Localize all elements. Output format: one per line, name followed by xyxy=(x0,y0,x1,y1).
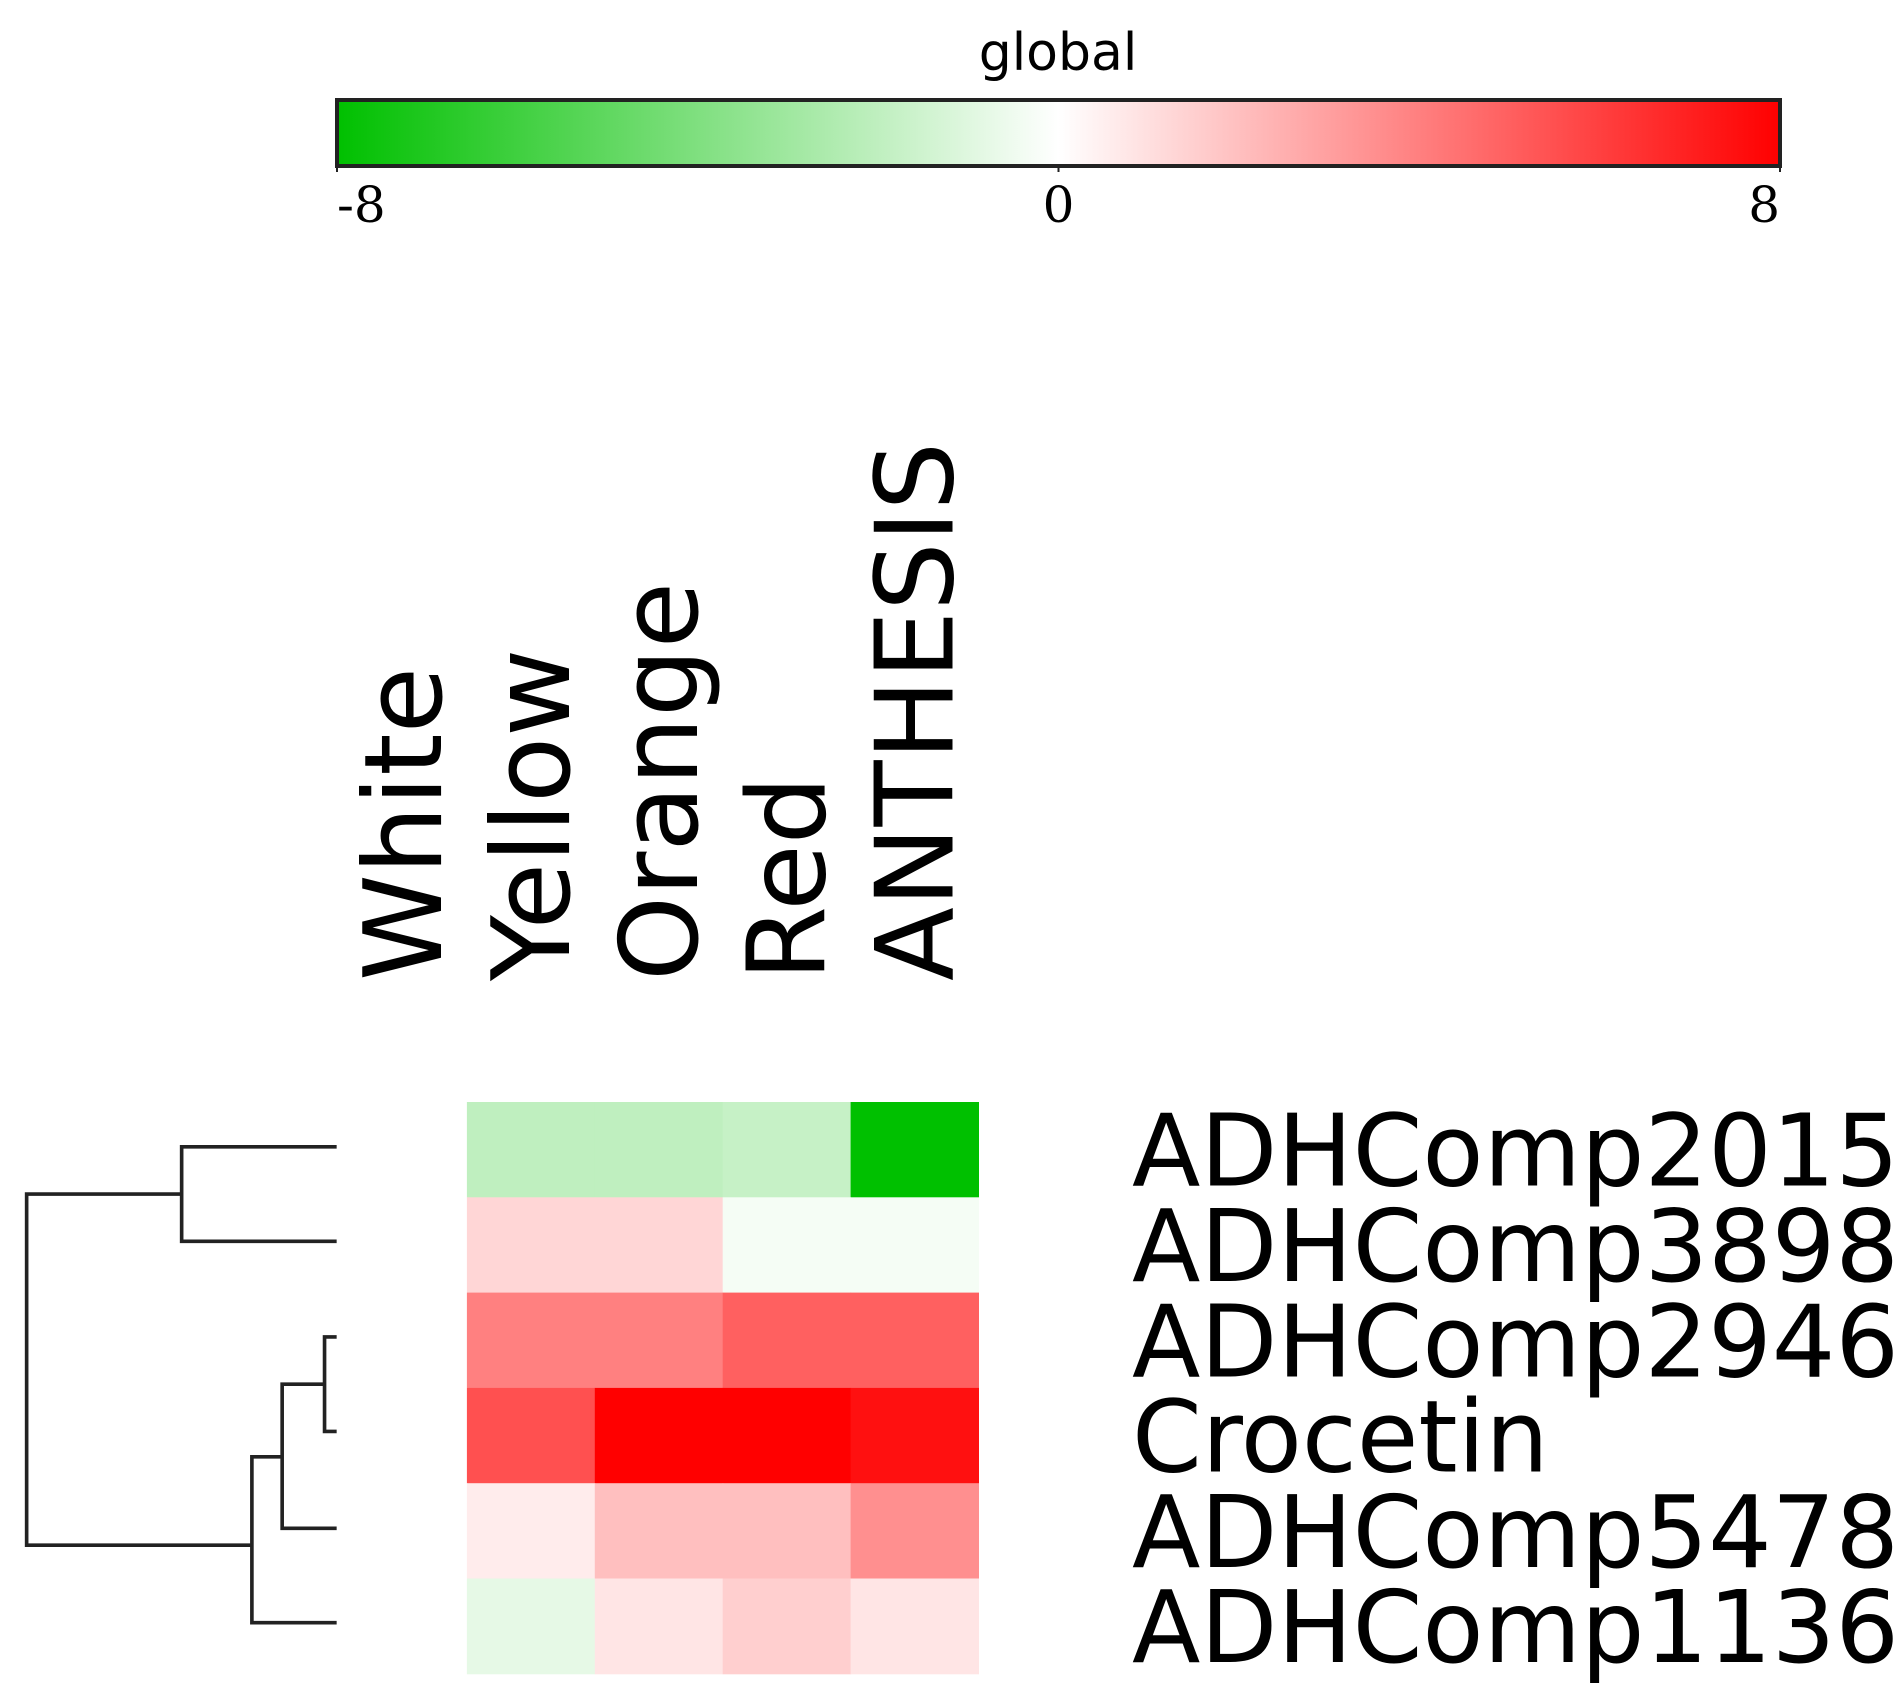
heatmap-cell xyxy=(594,1292,724,1389)
heatmap-cell xyxy=(339,1197,468,1294)
heatmap-cell xyxy=(466,1292,596,1389)
colorbar-tick-label: -8 xyxy=(337,176,386,234)
row-label: Crocetin xyxy=(1132,1379,1549,1496)
heatmap-cell xyxy=(850,1292,979,1389)
heatmap-cell xyxy=(722,1292,852,1389)
heatmap-cell xyxy=(466,1483,596,1579)
heatmap-cell xyxy=(850,1102,979,1198)
heatmap-cell xyxy=(722,1483,852,1579)
column-label: Orange xyxy=(598,582,723,981)
column-label: ANTHESIS xyxy=(854,442,979,981)
dendrogram-branches xyxy=(24,1145,337,1625)
heatmap-cell xyxy=(594,1483,724,1579)
heatmap-cell xyxy=(339,1102,468,1198)
colorbar xyxy=(335,98,1782,168)
heatmap-cell xyxy=(850,1483,979,1579)
heatmap-cell xyxy=(722,1102,852,1198)
row-label: ADHComp20158 xyxy=(1132,1093,1899,1210)
heatmap-cell xyxy=(466,1578,596,1675)
heatmap-cell xyxy=(339,1578,468,1675)
heatmap-cell xyxy=(339,1483,468,1579)
colorbar-tick-label: 8 xyxy=(1748,176,1780,234)
row-label: ADHComp2946 xyxy=(1132,1283,1899,1400)
heatmap-cell xyxy=(722,1387,852,1484)
heatmap-cell xyxy=(594,1197,724,1294)
heatmap-cell xyxy=(466,1102,596,1198)
heatmap-cell xyxy=(466,1387,596,1484)
heatmap-cell xyxy=(850,1578,979,1675)
heatmap-cell xyxy=(339,1387,468,1484)
colorbar-tick-label: 0 xyxy=(1043,176,1075,234)
column-label: White xyxy=(342,667,467,981)
dendrogram xyxy=(24,1145,337,1625)
column-label: Red xyxy=(726,776,851,981)
heatmap-cell xyxy=(722,1578,852,1675)
heatmap-cell xyxy=(722,1197,852,1294)
heatmap-cell xyxy=(339,1292,468,1389)
row-label: ADHComp3898 xyxy=(1132,1188,1899,1305)
row-label: ADHComp11367 xyxy=(1132,1569,1899,1686)
heatmap-cell xyxy=(466,1197,596,1294)
heatmap-cell xyxy=(594,1102,724,1198)
heatmap-cell xyxy=(850,1387,979,1484)
heatmap-cell xyxy=(594,1578,724,1675)
colorbar-title: global xyxy=(979,23,1138,83)
heatmap-cell xyxy=(850,1197,979,1294)
column-label: Yellow xyxy=(470,649,595,983)
row-label: ADHComp54788 xyxy=(1132,1474,1899,1591)
heatmap-cell xyxy=(594,1387,724,1484)
